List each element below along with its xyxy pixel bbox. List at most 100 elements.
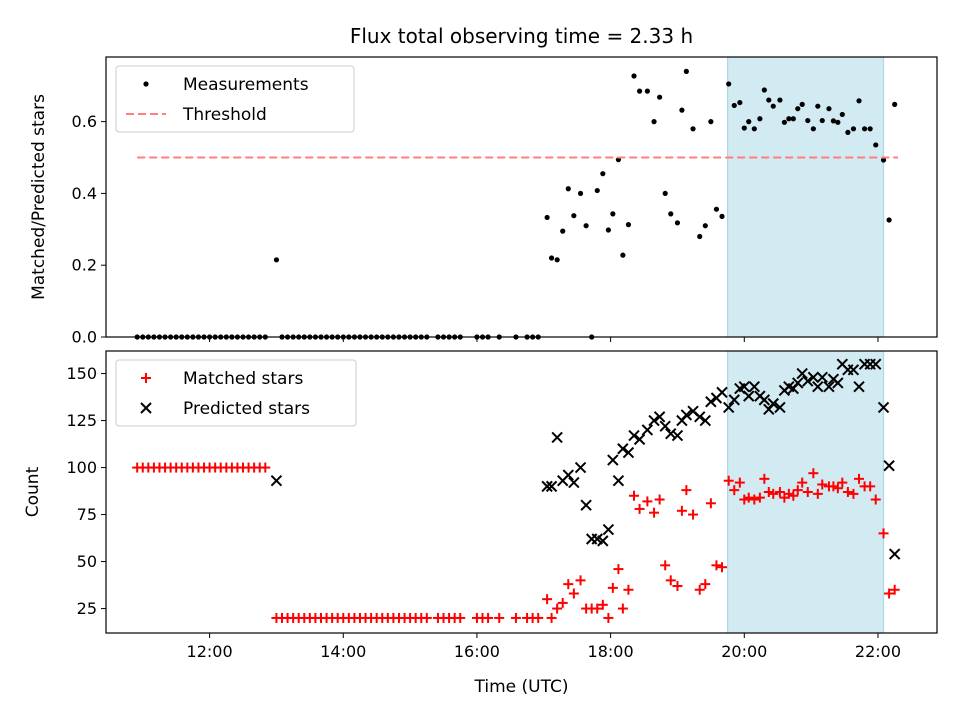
y-tick-label: 0.4	[72, 184, 97, 203]
measurements-point	[713, 206, 720, 212]
matched-stars-point	[842, 487, 853, 497]
legend-box	[115, 65, 355, 133]
predicted-stars-point	[792, 377, 804, 389]
highlight-span-rect	[727, 57, 884, 337]
matched-stars-point	[634, 503, 645, 514]
predicted-stars-point	[743, 390, 755, 402]
y-tick-label: 50	[77, 552, 97, 571]
measurements-point	[770, 103, 776, 109]
measurements-point	[880, 157, 887, 163]
measurements-point	[636, 88, 643, 94]
predicted-stars-point	[607, 454, 619, 466]
measurements-point	[674, 220, 681, 226]
predicted-stars-point	[774, 401, 786, 414]
ratio-x-axis	[209, 337, 879, 342]
y-tick-label: 100	[66, 458, 97, 477]
measurements-point	[777, 97, 783, 103]
measurements-legend-swatch	[143, 81, 149, 87]
matched-stars-point	[878, 528, 889, 539]
matched-stars-point	[749, 494, 760, 505]
predicted-stars-point	[812, 381, 824, 393]
matched-stars-point	[774, 487, 785, 497]
matched-stars-point	[705, 498, 716, 509]
predicted-stars-point	[870, 358, 882, 370]
y-tick-label: 125	[66, 411, 97, 430]
matched-stars-point	[494, 612, 505, 623]
measurements-point	[861, 126, 868, 132]
matched-stars-point	[828, 481, 839, 492]
predicted-stars-point	[597, 535, 609, 547]
predicted-stars-point	[628, 429, 640, 442]
measurements-point	[830, 118, 837, 124]
ratio-y-axis: 0.0 0.2 0.4 0.6	[72, 112, 106, 347]
predicted-stars-point	[680, 409, 693, 421]
matched-stars-point	[642, 496, 653, 507]
matched-stars-point	[729, 485, 740, 496]
ratio-plot-area	[134, 68, 899, 340]
measurements-point	[651, 119, 657, 125]
matched-stars-point	[607, 582, 618, 593]
measurements-point	[761, 87, 767, 93]
matched-stars-point	[688, 509, 699, 520]
predicted-stars-point	[823, 381, 835, 393]
measurements-point	[815, 103, 821, 109]
measurements-point	[856, 98, 862, 104]
predicted-stars-point	[612, 475, 625, 487]
measurements-point	[560, 228, 566, 234]
matched-stars-point	[597, 599, 608, 610]
measurements-point	[886, 217, 892, 223]
matched-stars-point	[717, 562, 728, 573]
measurements-point	[757, 116, 763, 122]
matched-stars-point	[681, 485, 692, 496]
observing-window-span	[726, 57, 885, 337]
matched-stars-point	[672, 581, 683, 591]
matched-stars-point	[557, 597, 568, 608]
predicted-stars-point	[738, 381, 750, 393]
matched-stars-point	[817, 479, 828, 490]
measurements-point	[610, 211, 616, 217]
measurements-point	[781, 119, 787, 125]
count-panel: 25 50 75 100 125 150 12:00 14:00 16:00 18:00 20:0…	[23, 350, 938, 697]
matched-stars-point	[884, 588, 895, 599]
measurements-point	[867, 126, 873, 132]
measurements-point	[690, 126, 696, 132]
matched-stars-point	[754, 492, 765, 503]
predicted-stars-point	[758, 394, 771, 406]
predicted-stars-point	[705, 396, 717, 408]
predicted-stars-point	[665, 428, 677, 440]
predicted-stars-point	[653, 411, 666, 423]
measurements-point	[708, 119, 714, 125]
measurements-point	[554, 257, 560, 263]
matched-stars-point	[788, 490, 799, 501]
x-tick-label: 22:00	[855, 642, 901, 661]
y-tick-label: 150	[66, 364, 97, 383]
predicted-stars-point	[562, 469, 574, 481]
matched-stars-legend-label: Matched stars	[183, 369, 303, 389]
measurements-point	[726, 81, 732, 87]
predicted-stars-point	[877, 401, 890, 414]
chart-title: Flux total observing time = 2.33 h	[350, 24, 693, 48]
predicted-stars-point	[580, 499, 592, 511]
matched-stars-point	[623, 584, 634, 595]
matched-stars-point	[260, 462, 271, 473]
measurements-point	[766, 97, 772, 103]
matched-stars-point	[792, 485, 803, 496]
matched-stars-point	[759, 473, 770, 484]
predicted-stars-point	[633, 433, 646, 446]
y-tick-label: 75	[77, 505, 97, 524]
measurements-point	[795, 106, 801, 112]
predicted-stars-series	[270, 358, 901, 560]
matched-stars-point	[455, 612, 466, 623]
predicted-stars-point	[748, 381, 761, 393]
predicted-stars-point	[888, 548, 901, 560]
matched-stars-point	[613, 564, 624, 575]
matched-stars-point	[552, 603, 563, 614]
x-tick-label: 14:00	[320, 642, 366, 661]
measurements-point	[892, 101, 898, 107]
measurements-point	[790, 116, 796, 122]
y-tick-label: 0.6	[72, 112, 97, 131]
matched-stars-point	[797, 477, 808, 488]
matched-stars-point	[808, 468, 819, 479]
matched-stars-point	[711, 560, 722, 571]
